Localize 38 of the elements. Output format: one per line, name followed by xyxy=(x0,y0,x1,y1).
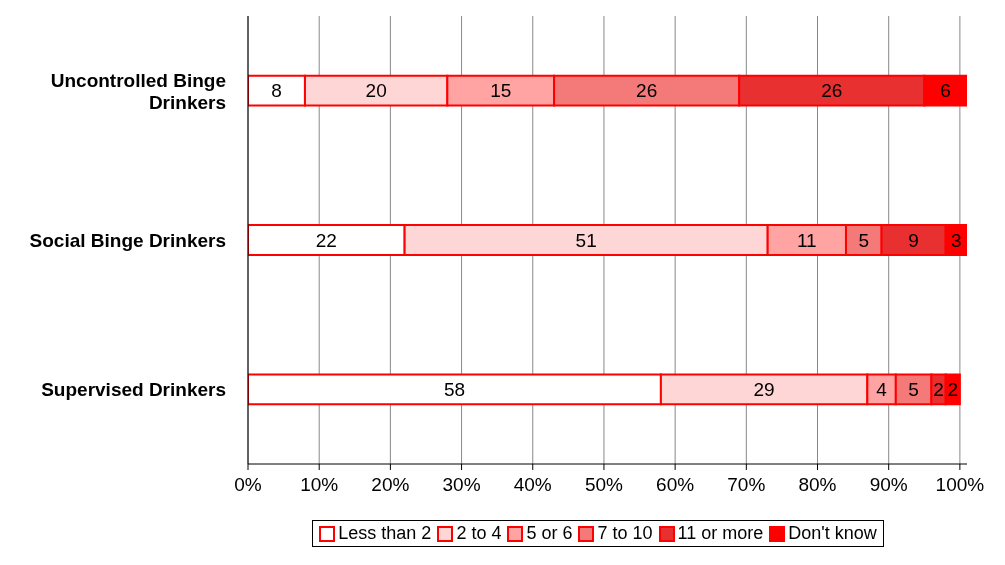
data-label: 4 xyxy=(876,379,888,401)
data-label: 26 xyxy=(636,80,658,102)
data-label: 5 xyxy=(908,379,919,401)
legend-label: Less than 2 xyxy=(337,523,432,544)
y-tick-label: Social Binge Drinkers xyxy=(29,229,226,251)
y-tick-label: Uncontrolled Binge Drinkers xyxy=(50,69,226,113)
data-label: 2 xyxy=(947,379,959,401)
data-label: 20 xyxy=(365,80,387,102)
legend-label: 11 or more xyxy=(676,523,764,544)
legend-label: 7 to 10 xyxy=(596,523,653,544)
x-tick-label: 40% xyxy=(513,474,552,496)
x-tick-label: 30% xyxy=(442,474,481,496)
data-label: 26 xyxy=(821,80,843,102)
data-label: 6 xyxy=(940,80,951,102)
data-label: 8 xyxy=(271,80,282,102)
data-label: 11 xyxy=(796,229,817,251)
x-tick-label: 70% xyxy=(727,474,766,496)
x-tick-label: 50% xyxy=(584,474,624,496)
data-label: 58 xyxy=(443,379,466,401)
legend-label: 5 or 6 xyxy=(525,523,573,544)
x-tick-label: 60% xyxy=(656,474,695,496)
y-tick-label: Supervised Drinkers xyxy=(41,378,226,400)
x-tick-label: 20% xyxy=(371,474,410,496)
data-label: 5 xyxy=(858,229,870,251)
legend-label: 2 to 4 xyxy=(455,523,502,544)
data-label: 22 xyxy=(315,229,337,251)
data-label: 3 xyxy=(951,229,962,251)
x-tick-label: 100% xyxy=(935,474,985,496)
legend-label: Don't know xyxy=(787,523,877,544)
data-label: 9 xyxy=(908,229,919,251)
x-tick-label: 10% xyxy=(300,474,339,496)
data-label: 15 xyxy=(490,80,512,102)
x-tick-label: 90% xyxy=(869,474,908,496)
x-tick-label: 80% xyxy=(798,474,837,496)
data-label: 2 xyxy=(933,379,944,401)
x-tick-label: 0% xyxy=(234,474,262,496)
data-label: 29 xyxy=(753,379,775,401)
data-label: 51 xyxy=(575,229,597,251)
